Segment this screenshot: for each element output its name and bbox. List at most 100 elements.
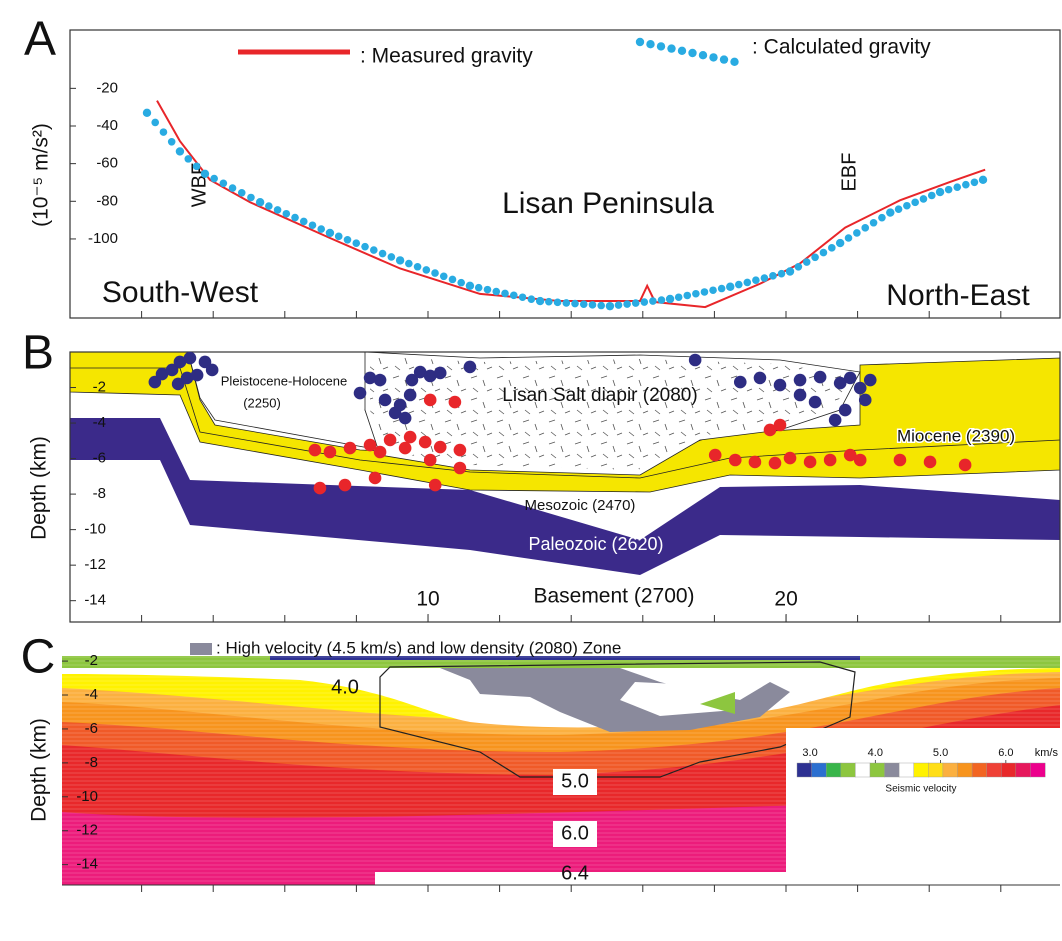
gravity-point — [606, 302, 614, 310]
colorbar-cell — [899, 763, 914, 777]
gravity-dot — [597, 302, 605, 310]
gravity-dot — [828, 244, 836, 252]
panel-label: A — [24, 13, 56, 66]
y-tick-label: -12 — [84, 556, 106, 573]
gravity-dot — [641, 298, 649, 306]
gravity-dot — [238, 189, 246, 197]
gravity-point — [256, 198, 264, 206]
colorbar-cell — [870, 763, 885, 777]
unit-label: Lisan Salt diapir (2080) — [502, 385, 697, 406]
event-point — [424, 454, 437, 467]
gravity-dot — [911, 199, 919, 207]
event-point — [454, 444, 467, 457]
gravity-dot — [820, 249, 828, 257]
y-tick-label: -10 — [84, 521, 106, 538]
legend-swatch — [667, 44, 675, 52]
event-point — [399, 412, 412, 425]
y-tick-label: -14 — [84, 592, 106, 609]
gravity-dot — [160, 128, 168, 136]
event-point — [709, 449, 722, 462]
legend-swatch — [636, 38, 644, 46]
y-axis-label: Depth (km) — [28, 718, 51, 822]
gravity-dot — [554, 299, 562, 307]
gravity-dot — [562, 299, 570, 307]
gravity-dot — [658, 296, 666, 304]
gravity-dot — [352, 239, 360, 247]
event-point — [419, 436, 432, 449]
colorbar-cell — [812, 763, 827, 777]
gravity-dot — [220, 179, 228, 187]
gravity-dot — [761, 274, 769, 282]
gravity-dot — [291, 214, 299, 222]
panel-frame — [70, 30, 1060, 318]
y-tick-label: -40 — [96, 117, 118, 134]
legend-label: : Calculated gravity — [752, 36, 931, 59]
y-tick-label: -8 — [93, 485, 106, 502]
event-point — [749, 456, 762, 469]
event-point — [449, 396, 462, 409]
gravity-dot — [903, 202, 911, 210]
annotation: WBF — [188, 163, 210, 207]
colorbar-cell — [1030, 763, 1045, 777]
gravity-dot — [300, 218, 308, 226]
gravity-dot — [928, 192, 936, 200]
event-point — [404, 431, 417, 444]
event-point — [434, 441, 447, 454]
gravity-dot — [475, 284, 483, 292]
contour-label: 5.0 — [561, 770, 589, 792]
event-point — [894, 454, 907, 467]
legend-swatch — [709, 53, 717, 61]
gravity-point — [786, 267, 794, 275]
event-point — [394, 399, 407, 412]
event-point — [374, 374, 387, 387]
gravity-dot — [168, 138, 176, 146]
event-point — [829, 414, 842, 427]
event-point — [859, 394, 872, 407]
y-axis-label: Depth (km) — [28, 436, 51, 540]
colorbar-tick-label: 4.0 — [868, 747, 883, 759]
event-point — [839, 404, 852, 417]
event-point — [344, 442, 357, 455]
gravity-dot — [580, 300, 588, 308]
gravity-dot — [528, 295, 536, 303]
gravity-point — [726, 283, 734, 291]
event-point — [784, 452, 797, 465]
event-point — [206, 364, 219, 377]
annotation: EBF — [838, 153, 860, 192]
unit-label: Miocene (2390) — [897, 426, 1015, 445]
gravity-dot — [845, 234, 853, 242]
y-tick-label: -12 — [76, 822, 98, 839]
gravity-dot — [431, 269, 439, 277]
event-point — [769, 457, 782, 470]
gravity-point — [466, 282, 474, 290]
annotation: South-West — [102, 276, 259, 309]
colorbar-cell — [928, 763, 943, 777]
annotation: Lisan Peninsula — [502, 187, 714, 220]
unit-label: Mesozoic (2470) — [525, 497, 636, 514]
gravity-point — [326, 229, 334, 237]
event-point — [314, 482, 327, 495]
legend-swatch — [720, 55, 728, 63]
gravity-dot — [945, 186, 953, 194]
legend-swatch — [678, 47, 686, 55]
event-point — [404, 389, 417, 402]
gravity-dot — [803, 258, 811, 266]
event-point — [959, 459, 972, 472]
event-point — [804, 456, 817, 469]
gravity-dot — [151, 119, 159, 127]
gravity-dot — [379, 250, 387, 258]
event-point — [774, 379, 787, 392]
y-axis-label: (10⁻⁵ m/s²) — [30, 123, 53, 227]
event-point — [309, 444, 322, 457]
gravity-dot — [388, 253, 396, 261]
y-tick-label: -100 — [88, 230, 118, 247]
event-point — [454, 462, 467, 475]
gravity-dot — [405, 260, 413, 268]
gravity-dot — [274, 206, 282, 214]
colorbar-unit: km/s — [1035, 747, 1059, 759]
gravity-dot — [795, 263, 803, 271]
gravity-dot — [811, 253, 819, 261]
colorbar-cell — [987, 763, 1002, 777]
gravity-dot — [414, 263, 422, 271]
gravity-dot — [971, 178, 979, 186]
